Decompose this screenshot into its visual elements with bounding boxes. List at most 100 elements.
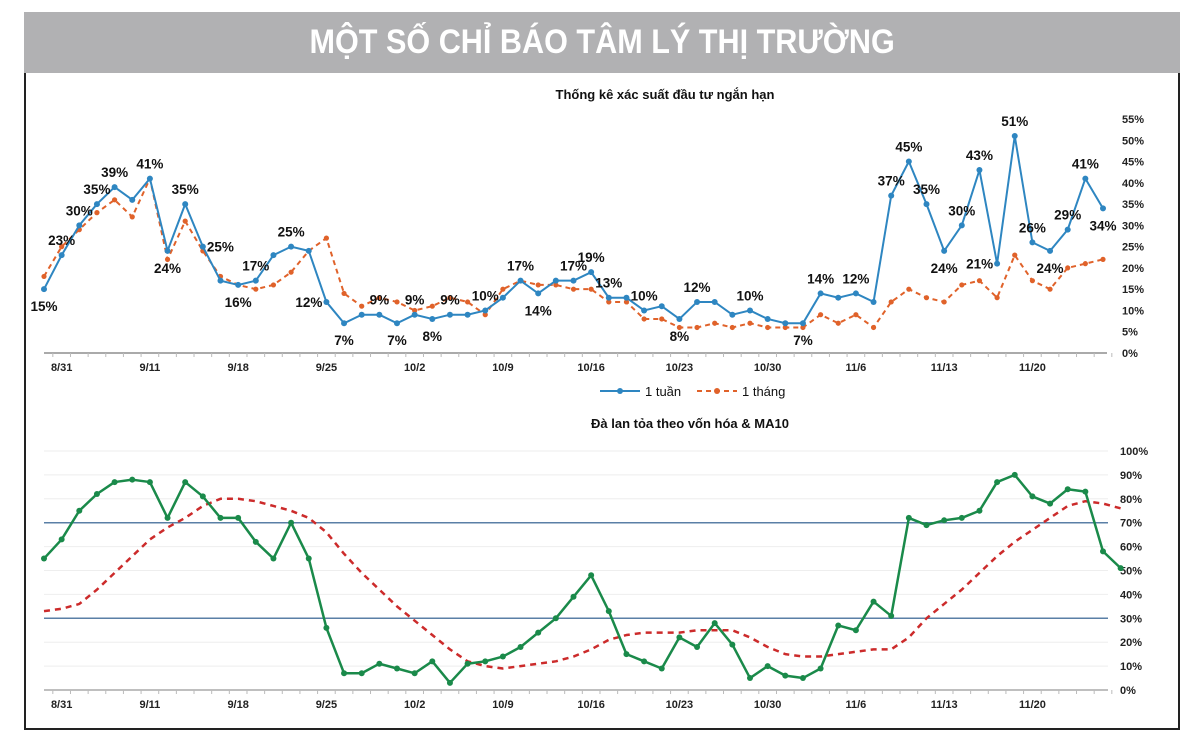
chart1-point-1-tuan	[994, 260, 1001, 267]
chart1-x-tick-label: 10/30	[754, 362, 782, 374]
chart1-data-label: 37%	[878, 174, 905, 189]
chart1-data-label: 29%	[1054, 208, 1081, 223]
chart2-breadth-point	[164, 514, 171, 521]
chart2-x-tick-label: 11/6	[845, 699, 866, 711]
chart1-point-1-tuan	[305, 247, 312, 254]
chart1-x-tick-label: 11/20	[1019, 362, 1046, 374]
chart1-data-label: 9%	[405, 293, 425, 308]
chart1-x-tick-label: 10/23	[666, 362, 694, 374]
chart1-point-1-thang	[888, 299, 894, 305]
chart1-data-label: 51%	[1001, 114, 1028, 129]
chart2-breadth-point	[270, 555, 277, 562]
chart2-breadth-point	[305, 555, 312, 562]
chart1-point-1-tuan	[782, 320, 789, 327]
chart1-point-1-tuan	[764, 315, 771, 322]
chart1-data-label: 43%	[966, 148, 993, 163]
chart1-point-1-tuan	[923, 201, 930, 208]
chart1-point-1-thang	[1082, 261, 1088, 267]
chart1-point-1-thang	[129, 214, 135, 220]
chart1-point-1-thang	[394, 299, 400, 305]
chart2-breadth-point	[835, 622, 842, 629]
chart1-point-1-thang	[765, 324, 771, 331]
chart1-point-1-tuan	[93, 201, 100, 208]
chart1-data-label: 35%	[83, 182, 110, 197]
chart1-y-tick-label: 25%	[1122, 242, 1144, 254]
chart1-point-1-thang	[729, 324, 735, 331]
chart1-x-tick-label: 10/16	[577, 362, 605, 374]
chart1-data-label: 24%	[154, 261, 181, 276]
chart2-breadth-point	[411, 670, 418, 677]
chart1-point-1-tuan	[835, 294, 842, 301]
chart1-point-1-thang	[164, 256, 171, 262]
chart1-point-1-thang	[712, 320, 718, 326]
chart1-data-label: 17%	[560, 259, 587, 274]
chart2-breadth-ma10: 8/31 9/11 9/18 9/25 10/2 10/9 10/16 10/23 10/30 1…	[41, 446, 1148, 711]
chart2-breadth-point	[958, 514, 965, 521]
chart2-breadth-point	[535, 629, 542, 636]
chart2-breadth-point	[658, 665, 665, 672]
chart1-point-1-tuan	[641, 307, 648, 314]
chart1-point-1-thang	[376, 295, 382, 301]
chart2-x-tick-label: 10/16	[577, 699, 605, 711]
chart1-point-1-tuan	[1047, 247, 1054, 254]
chart1-point-1-thang	[941, 299, 947, 305]
chart2-breadth-point	[729, 641, 736, 648]
chart1-point-1-tuan	[588, 269, 595, 276]
chart1-point-1-tuan	[958, 222, 965, 229]
chart1-point-1-thang	[800, 324, 806, 331]
chart1-data-label: 35%	[172, 182, 199, 197]
chart1-point-1-thang	[182, 218, 188, 224]
chart2-y-tick-label: 90%	[1120, 470, 1142, 482]
chart1-point-1-tuan	[658, 303, 665, 310]
chart1-data-label: 24%	[931, 261, 958, 276]
chart2-x-tick-label: 8/31	[51, 699, 72, 711]
chart1-point-1-tuan	[323, 298, 330, 305]
chart1-point-1-tuan	[676, 315, 683, 322]
chart1-data-label: 10%	[472, 288, 499, 303]
chart2-y-tick-label: 50%	[1120, 566, 1142, 578]
chart1-point-1-tuan	[517, 277, 524, 284]
chart1-point-1-tuan	[888, 192, 895, 199]
chart1-point-1-tuan	[146, 175, 153, 182]
chart2-title: Đà lan tỏa theo vốn hóa & MA10	[591, 416, 789, 431]
chart2-y-tick-label: 40%	[1120, 589, 1142, 601]
chart2-breadth-point	[905, 514, 912, 521]
chart1-data-label: 10%	[736, 288, 763, 303]
chart1-point-1-tuan	[941, 247, 948, 254]
chart1-point-1-thang	[553, 282, 559, 288]
chart1-point-1-thang	[482, 312, 488, 318]
chart1-point-1-thang	[694, 324, 700, 331]
chart1-point-1-tuan	[411, 311, 418, 318]
chart1-point-1-tuan	[570, 277, 577, 284]
chart2-x-tick-label: 10/30	[754, 699, 782, 711]
chart1-point-1-tuan	[58, 252, 65, 259]
chart1-point-1-thang	[341, 290, 347, 297]
chart1-point-1-thang	[412, 307, 418, 314]
chart1-data-label: 7%	[334, 333, 354, 348]
chart1-point-1-tuan	[358, 311, 365, 318]
chart1-x-tick-label: 9/18	[227, 362, 248, 374]
chart1-data-label: 17%	[507, 259, 534, 274]
chart2-breadth-point	[694, 643, 701, 650]
chart2-breadth-point	[429, 658, 436, 665]
chart2-breadth-point	[817, 665, 824, 672]
chart1-short-term-probability: 8/31 9/11 9/18 9/25 10/2 10/9 10/16 10/23 10/30 1…	[30, 114, 1144, 374]
chart1-point-1-tuan	[182, 201, 189, 208]
chart1-point-1-thang	[659, 316, 665, 322]
chart1-point-1-tuan	[199, 243, 206, 250]
legend-marker-1-tuan	[617, 388, 623, 394]
chart2-breadth-point	[570, 593, 577, 600]
chart1-point-1-thang	[447, 295, 453, 301]
chart2-breadth-point	[182, 479, 189, 486]
chart1-point-1-tuan	[376, 311, 383, 318]
chart2-breadth-point	[552, 615, 559, 622]
chart1-data-label: 9%	[370, 293, 390, 308]
chart2-breadth-point	[41, 555, 47, 562]
chart1-data-label: 19%	[578, 250, 605, 265]
chart1-x-tick-label: 10/9	[492, 362, 513, 374]
chart2-breadth-point	[58, 536, 65, 543]
chart2-breadth-point	[676, 634, 683, 641]
chart1-point-1-thang	[1065, 265, 1071, 271]
chart1-y-tick-label: 35%	[1122, 199, 1144, 211]
chart1-data-label: 25%	[278, 225, 305, 240]
